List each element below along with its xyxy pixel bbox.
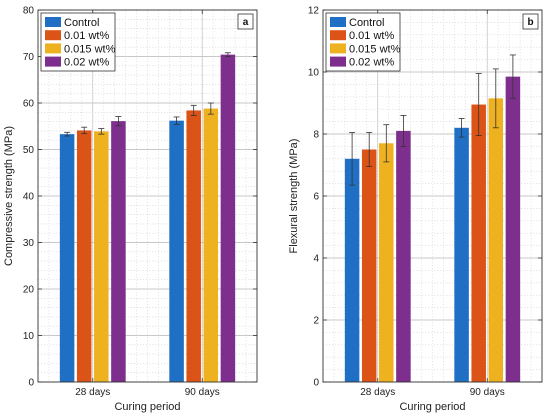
panel-label: b [527,17,533,28]
y-tick-label: 10 [308,68,320,79]
legend-entry: 0.015 wt% [349,43,401,55]
bar [344,158,360,382]
legend-swatch [330,17,346,27]
legend-entry: 0.01 wt% [64,30,109,42]
y-tick-label: 50 [23,145,35,156]
y-tick-label: 6 [313,192,319,203]
bar [94,131,109,382]
legend-entry: 0.01 wt% [349,30,394,42]
bar [379,143,394,382]
legend-entry: Control [349,17,384,29]
chart-panel-a: 0 10 20 30 40 50 60 70 80 28 days 90 days Curing pe… [3,6,258,413]
panel-label-box [522,13,539,30]
bar [186,110,201,382]
y-tick-label: 0 [313,378,319,389]
legend-entry: 0.02 wt% [64,57,109,69]
bar [169,120,184,383]
chart-panel-b: 0 2 4 6 8 10 12 28 days 90 days Curing period Flex… [288,6,543,413]
y-tick-label: 20 [23,285,35,296]
bar [488,98,504,382]
legend-entry: 0.015 wt% [64,43,116,55]
legend-entry: 0.02 wt% [349,57,394,69]
y-tick-label: 40 [23,192,35,203]
legend-swatch [330,56,346,67]
y-tick-label: 10 [23,331,35,342]
y-tick-label: 70 [23,52,35,63]
legend-swatch [45,56,61,67]
x-axis-label: Curing period [399,401,465,413]
bar [111,121,126,382]
bar [59,134,75,382]
bar [396,130,411,382]
panel-label: a [243,17,249,28]
y-tick-label: 30 [23,238,35,249]
y-tick-label: 80 [23,6,35,17]
bar [361,149,377,382]
legend-entry: Control [64,17,99,29]
bar [471,104,486,383]
y-tick-label: 2 [313,316,319,327]
panel-label-box [237,13,254,30]
x-tick-label: 90 days [185,387,220,398]
y-tick-label: 4 [313,254,319,265]
legend-swatch [45,43,61,54]
x-tick-label: 28 days [360,387,395,398]
legend-swatch [45,17,61,27]
x-tick-label: 28 days [75,387,110,398]
bar [76,130,92,382]
legend-swatch [45,30,61,41]
legend-swatch [330,30,346,41]
y-tick-label: 60 [23,99,35,110]
y-axis-label: Flexural strength (MPa) [288,139,300,254]
bar [505,76,521,383]
bar [220,54,236,382]
legend-swatch [330,43,346,54]
y-tick-label: 12 [308,6,320,17]
bar [203,108,219,382]
y-tick-label: 8 [313,130,319,141]
x-axis-label: Curing period [114,401,180,413]
x-tick-label: 90 days [470,387,505,398]
y-axis-label: Compressive strength (MPa) [3,126,15,266]
bar [454,127,469,382]
y-tick-label: 0 [28,378,34,389]
